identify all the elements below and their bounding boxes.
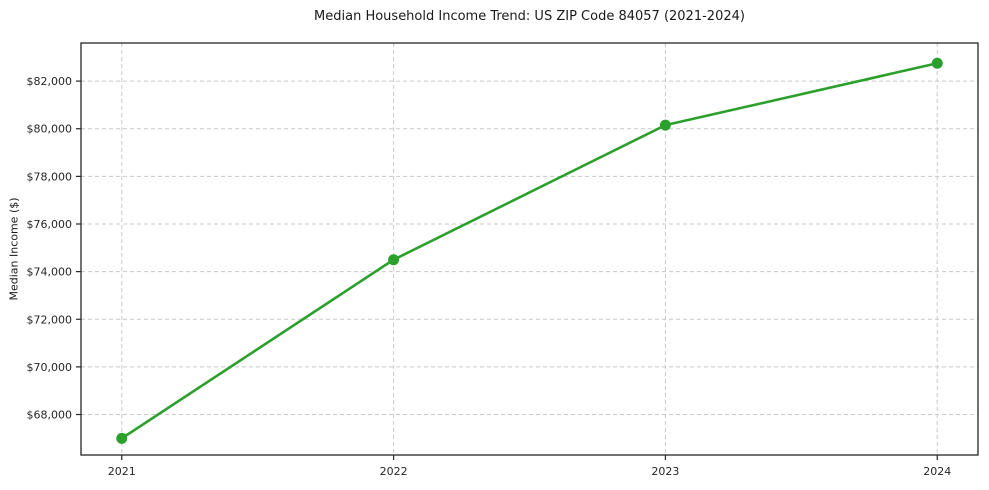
y-tick-label: $74,000 — [27, 266, 73, 279]
y-tick-label: $70,000 — [27, 361, 73, 374]
y-tick-label: $82,000 — [27, 75, 73, 88]
y-tick-label: $68,000 — [27, 409, 73, 422]
x-tick-label: 2024 — [923, 465, 951, 478]
y-tick-label: $80,000 — [27, 123, 73, 136]
trend-line — [120, 61, 939, 440]
data-point — [931, 57, 943, 69]
chart-title: Median Household Income Trend: US ZIP Co… — [314, 9, 745, 24]
data-point — [659, 119, 671, 131]
x-tick-label: 2023 — [651, 465, 679, 478]
plot-border — [80, 42, 979, 456]
y-tick-label: $78,000 — [27, 170, 73, 183]
y-tick-label: $72,000 — [27, 313, 73, 326]
data-point — [388, 254, 400, 266]
data-point — [116, 432, 128, 444]
y-tick-label: $76,000 — [27, 218, 73, 231]
x-tick-label: 2021 — [108, 465, 136, 478]
x-tick-label: 2022 — [380, 465, 408, 478]
